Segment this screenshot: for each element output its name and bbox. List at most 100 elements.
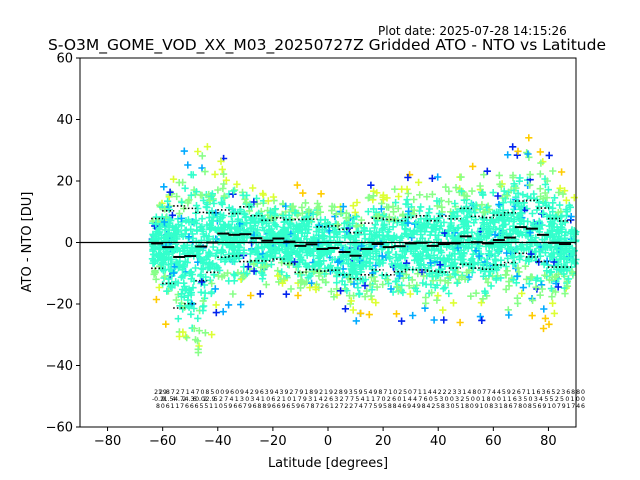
bin-stat: 1 [502, 396, 506, 403]
scatter-point [264, 197, 272, 205]
bin-stat: 2 [182, 396, 186, 403]
bin-stat: 2 [324, 396, 328, 403]
y-tick-label: 0 [65, 236, 73, 251]
scatter-point [474, 230, 482, 238]
scatter-point [214, 186, 222, 194]
scatter-point [466, 208, 474, 216]
scatter-point [484, 232, 492, 240]
scatter-point [561, 231, 569, 239]
scatter-point [198, 215, 206, 223]
scatter-point [440, 316, 448, 324]
scatter-point [502, 271, 510, 279]
scatter-point [180, 242, 188, 250]
scatter-point [206, 197, 214, 205]
scatter-point [551, 288, 560, 296]
scatter-point [408, 230, 416, 238]
scatter-point [284, 224, 292, 232]
bin-stat: 2 [438, 389, 442, 396]
scatter-point [201, 168, 209, 176]
scatter-point [422, 299, 430, 307]
bin-stat: 0 [266, 396, 270, 403]
bin-stat: 9 [285, 389, 289, 396]
scatter-point [523, 149, 531, 157]
scatter-point [296, 269, 304, 278]
bin-stat: 5 [550, 396, 554, 403]
bin-stat: 1 [481, 396, 485, 403]
scatter-point [392, 199, 400, 207]
bin-stat: 21 [154, 389, 162, 396]
scatter-point [444, 227, 452, 235]
scatter-point [539, 195, 547, 203]
scatter-point [218, 165, 226, 173]
scatter-point [512, 193, 520, 201]
scatter-point [396, 272, 404, 280]
scatter-point [207, 192, 215, 201]
scatter-point [152, 231, 160, 239]
scatter-point [251, 219, 259, 227]
scatter-point [299, 189, 307, 197]
scatter-point [301, 199, 310, 207]
scatter-point [353, 198, 361, 207]
scatter-point [197, 270, 205, 279]
bin-stat: 2 [344, 403, 348, 410]
scatter-point [231, 230, 239, 238]
bin-stat: 3 [446, 403, 450, 410]
scatter-point [513, 272, 521, 280]
scatter-point [185, 233, 193, 241]
scatter-point [503, 267, 511, 275]
bin-stat: 7 [171, 389, 175, 396]
scatter-point [489, 189, 497, 197]
scatter-point [189, 234, 197, 242]
bin-stat: 2 [277, 396, 281, 403]
scatter-point [222, 176, 230, 184]
scatter-point [315, 269, 323, 277]
scatter-point [472, 289, 480, 297]
scatter-point [212, 301, 220, 309]
scatter-point [402, 271, 410, 279]
scatter-point [526, 242, 534, 251]
scatter-point [494, 249, 502, 257]
scatter-point [285, 261, 293, 269]
scatter-point [509, 143, 517, 151]
scatter-point [239, 273, 247, 281]
scatter-point [190, 304, 198, 313]
scatter-point [308, 279, 316, 287]
scatter-point [246, 250, 254, 258]
scatter-point [187, 218, 195, 226]
scatter-point [230, 270, 238, 278]
scatter-point [483, 260, 491, 268]
bin-stat: 6 [301, 403, 305, 410]
scatter-point [196, 191, 205, 199]
scatter-point [163, 249, 171, 257]
scatter-point [546, 211, 554, 219]
scatter-point [556, 201, 564, 209]
bin-stat: 5 [204, 403, 208, 410]
scatter-point [428, 272, 436, 280]
scatter-point [194, 349, 202, 357]
scatter-point [312, 285, 320, 294]
scatter-point [368, 286, 376, 294]
scatter-point [415, 264, 423, 272]
bin-stat: 6 [193, 396, 197, 403]
scatter-point [555, 188, 563, 197]
scatter-point [410, 206, 418, 214]
scatter-point [220, 211, 228, 220]
bin-stat: 5 [560, 396, 564, 403]
scatter-point [402, 215, 410, 223]
bin-stat: 1 [547, 403, 551, 410]
scatter-point [512, 238, 520, 246]
scatter-point [383, 233, 392, 241]
scatter-point [363, 287, 371, 295]
scatter-point [570, 194, 578, 202]
scatter-point [287, 285, 295, 293]
bin-stat: 7 [522, 389, 526, 396]
bin-stat: 8 [528, 403, 532, 410]
scatter-point [536, 291, 544, 299]
scatter-point [148, 255, 156, 263]
scatter-point [152, 275, 160, 283]
scatter-point [380, 220, 388, 228]
bin-stat: 6 [277, 403, 281, 410]
bin-stat: 1 [330, 403, 334, 410]
scatter-point [492, 274, 500, 282]
scatter-point [394, 204, 402, 213]
